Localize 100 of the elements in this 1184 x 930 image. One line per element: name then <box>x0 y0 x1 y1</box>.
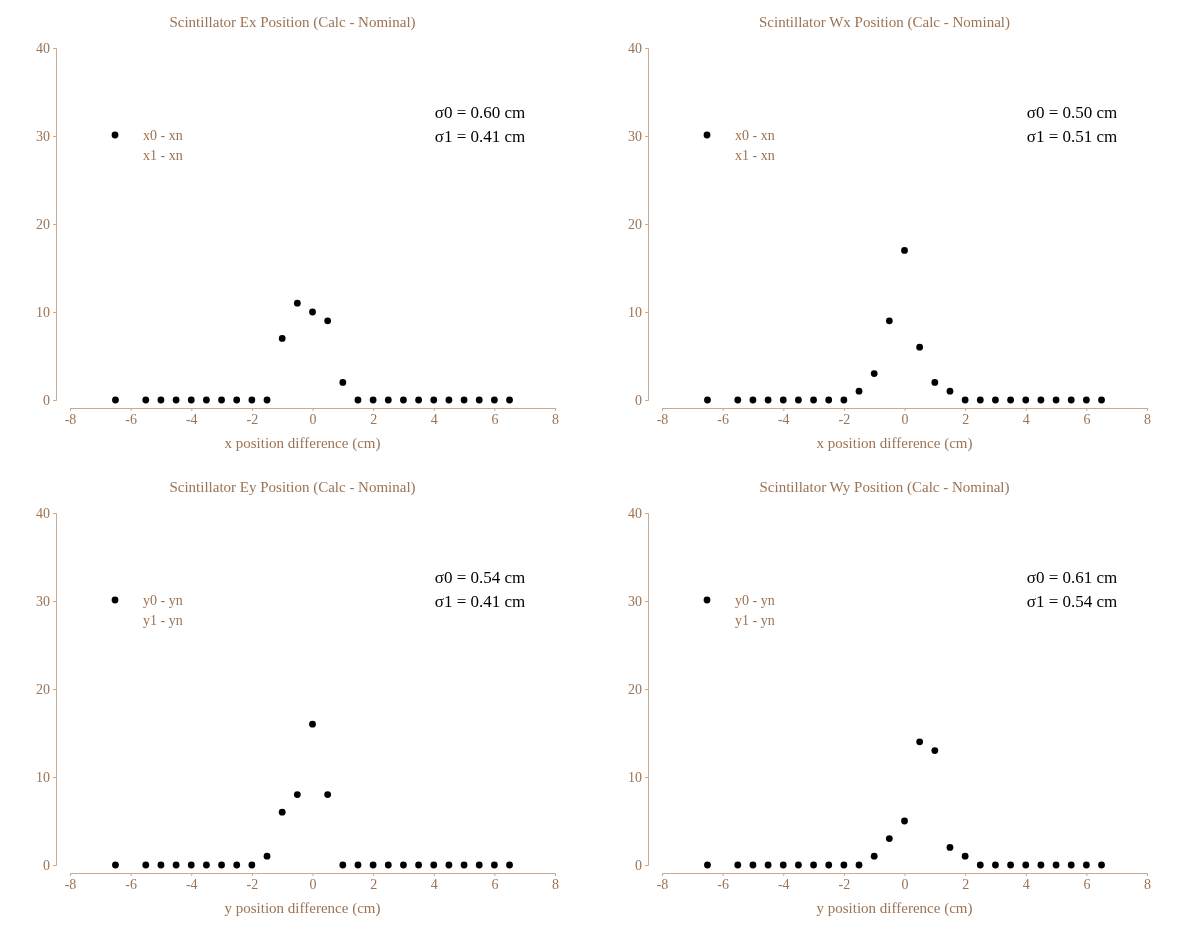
point <box>1007 861 1014 869</box>
y-tick-label: 30 <box>36 128 50 144</box>
x-axis-title: y position difference (cm) <box>224 900 381 917</box>
point <box>825 861 833 869</box>
point <box>112 396 119 404</box>
point <box>931 379 939 386</box>
point <box>490 861 498 869</box>
point <box>946 844 954 851</box>
x-tick-label: -6 <box>717 876 729 892</box>
annotation: y1 - yn <box>735 612 775 628</box>
point <box>1082 396 1090 404</box>
point <box>901 817 908 825</box>
annotation: y1 - yn <box>143 612 183 628</box>
y-tick-label: 0 <box>635 392 642 408</box>
y-tick-label: 0 <box>43 857 50 873</box>
point <box>203 861 210 869</box>
point <box>961 396 969 404</box>
annotation: σ0 = 0.60 cm <box>434 103 526 122</box>
x-tick-label: -4 <box>185 411 198 427</box>
y-tick-label: 10 <box>628 769 642 785</box>
point <box>415 861 422 869</box>
x-tick-label: 8 <box>552 876 559 892</box>
point <box>901 247 908 254</box>
chart-title: Scintillator Ey Position (Calc - Nominal) <box>169 479 416 496</box>
point <box>734 861 742 869</box>
point <box>795 396 802 404</box>
x-tick-label: -8 <box>656 411 669 427</box>
point <box>734 396 742 404</box>
point <box>354 396 362 404</box>
point <box>490 396 498 404</box>
x-tick-label: 0 <box>901 876 909 892</box>
point <box>339 861 347 869</box>
x-tick-label: 2 <box>370 411 378 427</box>
point <box>870 852 878 860</box>
x-axis-title: x position difference (cm) <box>224 435 381 452</box>
point <box>278 808 286 816</box>
x-tick-label: 2 <box>370 876 378 892</box>
point <box>795 861 802 869</box>
y-tick-label: 0 <box>43 392 50 408</box>
annotation: σ0 = 0.61 cm <box>1026 568 1118 587</box>
point <box>840 861 848 869</box>
point <box>916 343 924 351</box>
point <box>172 396 180 404</box>
x-tick-label: -8 <box>64 411 77 427</box>
point <box>885 317 893 325</box>
chart-title: Scintillator Wx Position (Calc - Nominal) <box>759 14 1010 31</box>
point <box>354 861 362 869</box>
annotation: σ1 = 0.41 cm <box>434 127 526 146</box>
point <box>992 396 999 404</box>
point <box>400 396 407 404</box>
point <box>764 396 772 404</box>
point <box>157 861 165 869</box>
annotation: σ1 = 0.41 cm <box>434 592 526 611</box>
y-tick-label: 40 <box>628 40 642 56</box>
point <box>1067 396 1075 404</box>
x-tick-label: -6 <box>125 876 137 892</box>
annotation: σ0 = 0.54 cm <box>434 568 526 587</box>
y-tick-label: 20 <box>628 681 642 697</box>
y-tick-label: 10 <box>36 304 50 320</box>
point <box>445 396 453 404</box>
x-tick-label: -2 <box>246 411 259 427</box>
point <box>233 861 241 869</box>
x-tick-label: 8 <box>1144 411 1151 427</box>
point <box>339 379 347 386</box>
x-axis-title: y position difference (cm) <box>816 900 973 917</box>
y-tick-label: 20 <box>36 216 50 232</box>
point <box>400 861 407 869</box>
x-tick-label: 4 <box>1022 411 1030 427</box>
point <box>203 396 210 404</box>
point <box>1098 396 1105 404</box>
x-tick-label: -4 <box>777 411 790 427</box>
point <box>248 861 256 869</box>
point <box>278 335 286 342</box>
x-tick-label: -2 <box>838 876 851 892</box>
point <box>506 396 513 404</box>
point <box>309 720 316 728</box>
annotation: σ1 = 0.54 cm <box>1026 592 1118 611</box>
x-tick-label: 0 <box>309 411 317 427</box>
point <box>870 370 878 377</box>
point <box>931 747 939 754</box>
point <box>810 396 817 404</box>
point <box>445 861 453 869</box>
point <box>704 861 711 869</box>
annotation: x1 - xn <box>735 147 775 163</box>
y-tick-label: 40 <box>36 505 50 521</box>
legend-label: y0 - yn <box>143 592 183 608</box>
point <box>460 396 468 404</box>
point <box>1022 396 1030 404</box>
point <box>460 861 468 869</box>
x-tick-label: -6 <box>717 411 729 427</box>
point <box>263 396 271 404</box>
point <box>112 861 119 869</box>
x-tick-label: 4 <box>430 876 438 892</box>
point <box>324 791 332 798</box>
x-tick-label: 4 <box>1022 876 1030 892</box>
point <box>187 396 195 404</box>
point <box>764 861 772 869</box>
x-tick-label: -8 <box>64 876 77 892</box>
point <box>840 396 848 404</box>
point <box>369 396 377 404</box>
